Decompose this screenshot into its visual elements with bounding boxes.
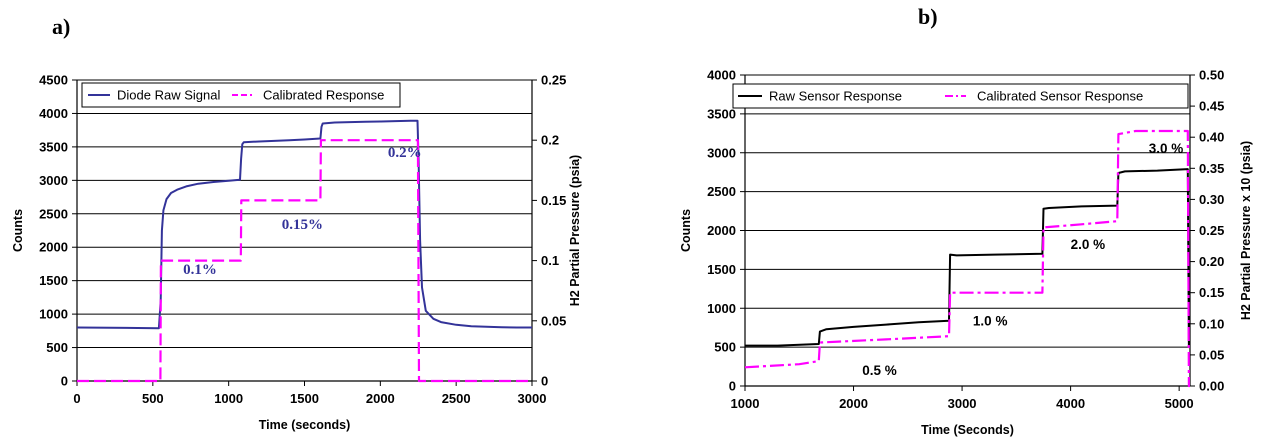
annotation-label: 0.2%	[388, 145, 422, 161]
chart-panel-b: b) 0 500 1000 1500 2000 2500 3000 3500 4000 0.00 0.…	[679, 4, 1253, 437]
y-tick-label: 500	[714, 340, 736, 355]
x-tick-label: 5000	[1165, 396, 1194, 411]
y-axis-title: Counts	[11, 209, 25, 252]
annotation-label: 0.1%	[183, 262, 217, 278]
y-tick-label: 0	[729, 379, 736, 394]
y-tick-label: 1500	[39, 273, 68, 288]
y-tick-label: 1000	[707, 301, 736, 316]
x-tick-label: 3000	[518, 391, 547, 406]
y-tick-label: 1500	[707, 262, 736, 277]
y-tick-label: 3500	[707, 106, 736, 121]
legend: Raw Sensor Response Calibrated Sensor Res…	[732, 83, 1189, 109]
x-tick-label: 1500	[290, 391, 319, 406]
y2-tick-label: 0.05	[541, 313, 566, 328]
annotation-label: 3.0 %	[1149, 141, 1184, 156]
y2-tick-label: 0.00	[1199, 379, 1224, 394]
legend-label: Calibrated Sensor Response	[977, 89, 1143, 104]
annotation-label: 0.15%	[282, 217, 323, 233]
y2-axis-title: H2 Partial Pressure x 10 (psia)	[1239, 141, 1253, 320]
x-axis-title: Time (seconds)	[259, 418, 350, 432]
chart-panel-a: a)05001000150020002500300035004000450000…	[11, 14, 582, 432]
series-line-raw	[77, 119, 532, 330]
series-line-raw	[745, 168, 1190, 349]
y-tick-label: 2000	[39, 240, 68, 255]
y2-tick-label: 0.25	[541, 73, 566, 88]
y2-tick-label: 0.20	[1199, 254, 1224, 269]
y2-tick-label: 0.35	[1199, 161, 1224, 176]
legend-label: Diode Raw Signal	[117, 88, 220, 103]
legend: Diode Raw Signal Calibrated Response	[81, 82, 401, 108]
y2-axis-title: H2 Partial Pressure (psia)	[568, 155, 582, 306]
y-tick-label: 0	[61, 374, 68, 389]
x-tick-label: 2000	[366, 391, 395, 406]
x-tick-label: 3000	[948, 396, 977, 411]
y2-tick-label: 0.30	[1199, 192, 1224, 207]
x-tick-label: 0	[73, 391, 80, 406]
y2-tick-label: 0.15	[1199, 285, 1224, 300]
legend-box	[81, 82, 401, 108]
y2-tick-label: 0.25	[1199, 223, 1224, 238]
panel-label: a)	[52, 14, 70, 39]
y2-tick-label: 0.10	[1199, 316, 1224, 331]
y-tick-label: 3000	[39, 173, 68, 188]
x-tick-label: 1000	[731, 396, 760, 411]
annotation-label: 0.5 %	[862, 363, 897, 378]
legend-label: Raw Sensor Response	[769, 89, 902, 104]
y2-tick-label: 0.1	[541, 253, 559, 268]
y-tick-label: 1000	[39, 307, 68, 322]
x-tick-label: 500	[142, 391, 164, 406]
x-tick-label: 4000	[1056, 396, 1085, 411]
panel-label: b)	[918, 4, 938, 29]
legend-label: Calibrated Response	[263, 88, 384, 103]
y-tick-label: 2500	[707, 184, 736, 199]
y-tick-label: 4500	[39, 73, 68, 88]
annotation-label: 2.0 %	[1071, 237, 1106, 252]
y2-tick-label: 0	[541, 374, 548, 389]
y-tick-label: 3500	[39, 139, 68, 154]
x-tick-label: 2000	[839, 396, 868, 411]
x-tick-label: 1000	[214, 391, 243, 406]
y2-tick-label: 0.05	[1199, 347, 1224, 362]
y-tick-label: 500	[46, 340, 68, 355]
y2-tick-label: 0.40	[1199, 130, 1224, 145]
y-tick-label: 3000	[707, 145, 736, 160]
y2-tick-label: 0.15	[541, 193, 566, 208]
y-tick-label: 4000	[39, 106, 68, 121]
y2-tick-label: 0.2	[541, 133, 559, 148]
series-line-calibrated	[77, 139, 532, 383]
legend-box	[732, 83, 1189, 109]
x-axis-title: Time (Seconds)	[921, 423, 1014, 437]
y-tick-label: 4000	[707, 68, 736, 83]
series-line-calibrated	[745, 129, 1190, 388]
y2-tick-label: 0.50	[1199, 68, 1224, 83]
annotation-label: 1.0 %	[973, 313, 1008, 328]
y-tick-label: 2500	[39, 206, 68, 221]
y-tick-label: 2000	[707, 223, 736, 238]
y2-tick-label: 0.45	[1199, 99, 1224, 114]
y-axis-title: Counts	[679, 209, 693, 252]
x-tick-label: 2500	[442, 391, 471, 406]
